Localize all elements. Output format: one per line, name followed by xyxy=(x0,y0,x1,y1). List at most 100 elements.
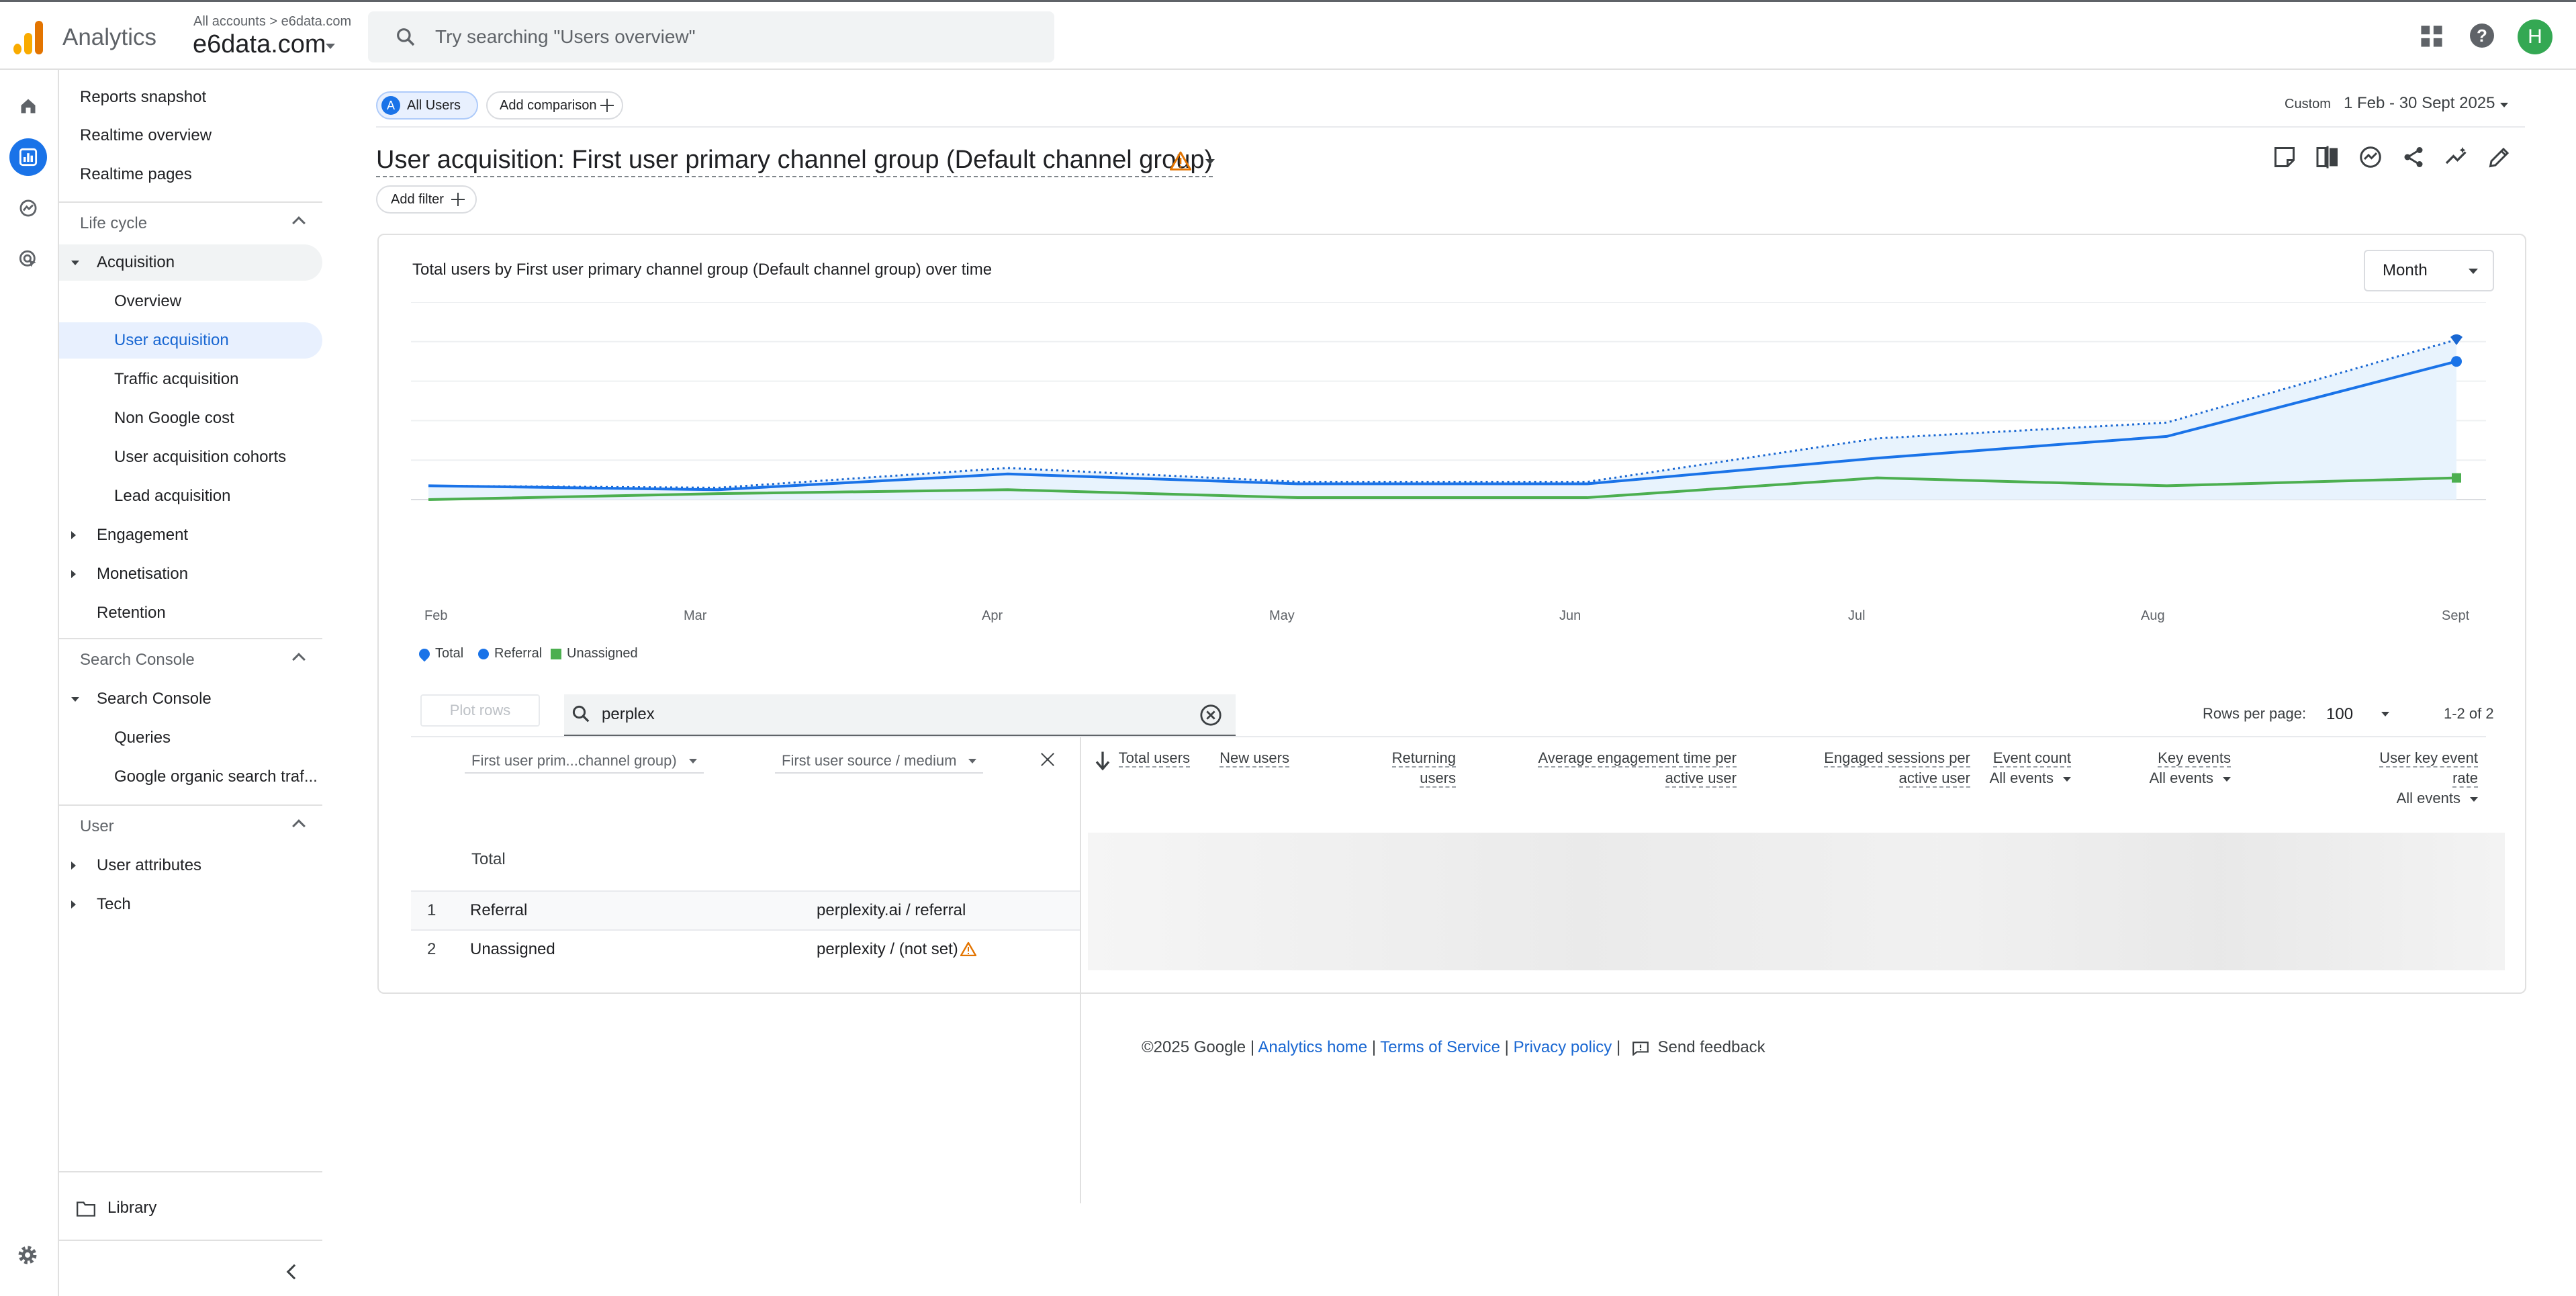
terms-link[interactable]: Terms of Service xyxy=(1380,1038,1500,1056)
metric-header[interactable]: User key event rate All events xyxy=(2364,748,2478,808)
sort-arrow-down-icon[interactable] xyxy=(1095,751,1111,771)
insights-icon[interactable] xyxy=(2358,145,2383,169)
share-icon[interactable] xyxy=(2401,145,2426,169)
sidebar-item-traffic-acquisition[interactable]: Traffic acquisition xyxy=(114,370,239,388)
legend-item[interactable]: Referral xyxy=(478,646,542,661)
sidebar-item-reports-snapshot[interactable]: Reports snapshot xyxy=(80,88,207,106)
rail-explore-button[interactable] xyxy=(9,189,47,227)
add-filter-label: Add filter xyxy=(391,192,444,207)
page-title[interactable]: User acquisition: First user primary cha… xyxy=(376,144,1213,177)
search-input[interactable] xyxy=(435,11,1026,62)
rail-advertising-button[interactable] xyxy=(9,240,47,278)
secondary-dimension-select[interactable]: First user source / medium xyxy=(775,749,984,774)
caret-down-icon[interactable] xyxy=(1205,159,1215,165)
analytics-home-link[interactable]: Analytics home xyxy=(1258,1038,1368,1056)
add-filter-button[interactable]: Add filter xyxy=(376,185,477,214)
sidebar-item-user-acquisition-cohorts[interactable]: User acquisition cohorts xyxy=(114,448,287,466)
sidebar-item-monetisation[interactable]: Monetisation xyxy=(59,556,322,592)
series-line-unassigned[interactable] xyxy=(428,476,2457,501)
notes-icon[interactable] xyxy=(2272,145,2297,169)
add-comparison-button[interactable]: Add comparison xyxy=(486,91,623,120)
metric-event-filter[interactable]: All events xyxy=(2123,768,2231,788)
legend-label: Referral xyxy=(494,646,543,661)
feedback-icon[interactable] xyxy=(1632,1041,1649,1056)
metric-header-label: Total users xyxy=(1118,749,1190,768)
sidebar-item-queries[interactable]: Queries xyxy=(114,729,171,747)
sidebar-item-user-attributes[interactable]: User attributes xyxy=(59,847,322,884)
search-bar[interactable] xyxy=(368,11,1054,62)
help-icon[interactable]: ? xyxy=(2470,24,2494,48)
account-breadcrumb[interactable]: All accounts > e6data.com xyxy=(193,14,352,29)
table-search-input[interactable] xyxy=(602,694,1139,735)
metric-header[interactable]: Key events All events xyxy=(2123,748,2231,788)
sidebar-item-search-console[interactable]: Search Console xyxy=(59,681,322,717)
metric-header[interactable]: Event count All events xyxy=(1964,748,2071,788)
section-header-user[interactable]: User xyxy=(59,808,322,845)
metric-header[interactable]: Engaged sessions per active user xyxy=(1802,748,1970,788)
point-marker-total[interactable] xyxy=(2450,334,2463,345)
caret-down-icon[interactable] xyxy=(2381,712,2389,716)
nav-rail xyxy=(0,70,59,1296)
date-range-picker[interactable]: 1 Feb - 30 Sept 2025 xyxy=(2344,94,2495,112)
apps-grid-icon[interactable] xyxy=(2420,25,2443,48)
warning-icon[interactable] xyxy=(960,941,976,956)
rail-home-button[interactable] xyxy=(9,87,47,125)
sidebar-item-overview[interactable]: Overview xyxy=(114,292,182,310)
privacy-link[interactable]: Privacy policy xyxy=(1513,1038,1612,1056)
rows-per-page-label: Rows per page: xyxy=(2203,705,2307,722)
sidebar-item-realtime-overview[interactable]: Realtime overview xyxy=(80,126,212,144)
clear-search-icon[interactable] xyxy=(1199,704,1222,727)
edit-pencil-icon[interactable] xyxy=(2487,145,2512,169)
primary-dimension-select[interactable]: First user prim...channel group) xyxy=(465,749,704,774)
avatar[interactable]: H xyxy=(2518,19,2552,54)
segment-chip-all-users[interactable]: A All Users xyxy=(376,91,478,120)
settings-gear-icon[interactable] xyxy=(16,1244,39,1266)
metric-header[interactable]: Average engagement time per active user xyxy=(1515,748,1737,788)
caret-down-icon[interactable] xyxy=(326,44,335,49)
metric-header[interactable]: Returning users xyxy=(1362,748,1456,788)
point-marker-unassigned[interactable] xyxy=(2452,473,2461,483)
date-range-type[interactable]: Custom xyxy=(2285,97,2331,111)
sidebar-item-tech[interactable]: Tech xyxy=(59,886,322,923)
metric-header[interactable]: New users xyxy=(1215,748,1289,768)
account-selector[interactable]: e6data.com xyxy=(193,30,326,58)
compare-icon[interactable] xyxy=(2315,145,2340,169)
point-marker-referral[interactable] xyxy=(2451,356,2462,367)
caret-down-icon[interactable] xyxy=(2500,103,2508,107)
sidebar-item-acquisition[interactable]: Acquisition xyxy=(59,244,322,281)
rows-per-page-select[interactable]: 100 xyxy=(2326,705,2354,723)
metric-event-filter[interactable]: All events xyxy=(2364,788,2478,808)
trend-sparkle-icon[interactable] xyxy=(2444,145,2469,169)
series-line-referral[interactable] xyxy=(428,360,2457,492)
section-header-search-console[interactable]: Search Console xyxy=(59,642,322,678)
table-row[interactable]: 2 Unassigned perplexity / (not set) xyxy=(411,929,1080,968)
sidebar-item-google-organic-search[interactable]: Google organic search traf... xyxy=(114,768,318,786)
legend-item[interactable]: Unassigned xyxy=(551,646,638,661)
sidebar-item-user-acquisition[interactable]: User acquisition xyxy=(59,322,322,359)
sidebar-item-realtime-pages[interactable]: Realtime pages xyxy=(80,165,192,183)
sidebar-item-engagement[interactable]: Engagement xyxy=(59,517,322,553)
section-header-lifecycle[interactable]: Life cycle xyxy=(59,205,322,242)
legend-swatch-icon xyxy=(478,648,489,659)
warning-icon[interactable] xyxy=(1170,150,1191,171)
metric-header[interactable]: Total users xyxy=(1096,748,1190,768)
table-row[interactable]: 1 Referral perplexity.ai / referral xyxy=(411,890,1080,929)
sidebar-item-label: Tech xyxy=(97,895,131,913)
collapse-sidebar-icon[interactable] xyxy=(286,1264,302,1280)
table-search-field[interactable] xyxy=(564,694,1236,736)
legend-item[interactable]: Total xyxy=(416,646,463,662)
rail-reports-button[interactable] xyxy=(9,138,47,176)
sidebar-item-retention[interactable]: Retention xyxy=(97,604,166,622)
series-area-total xyxy=(428,339,2456,500)
send-feedback-link[interactable]: Send feedback xyxy=(1657,1038,1765,1056)
metric-event-filter[interactable]: All events xyxy=(1964,768,2071,788)
chevron-up-icon xyxy=(292,819,306,833)
granularity-select[interactable]: Month xyxy=(2364,250,2494,291)
sidebar-item-library[interactable]: Library xyxy=(107,1199,157,1217)
sidebar-item-lead-acquisition[interactable]: Lead acquisition xyxy=(114,487,231,505)
sidebar-item-non-google-cost[interactable]: Non Google cost xyxy=(114,409,234,427)
sidebar-divider xyxy=(59,638,322,639)
analytics-logo-icon[interactable] xyxy=(13,21,43,54)
plot-rows-button[interactable]: Plot rows xyxy=(420,694,540,727)
remove-dimension-icon[interactable] xyxy=(1040,752,1055,767)
